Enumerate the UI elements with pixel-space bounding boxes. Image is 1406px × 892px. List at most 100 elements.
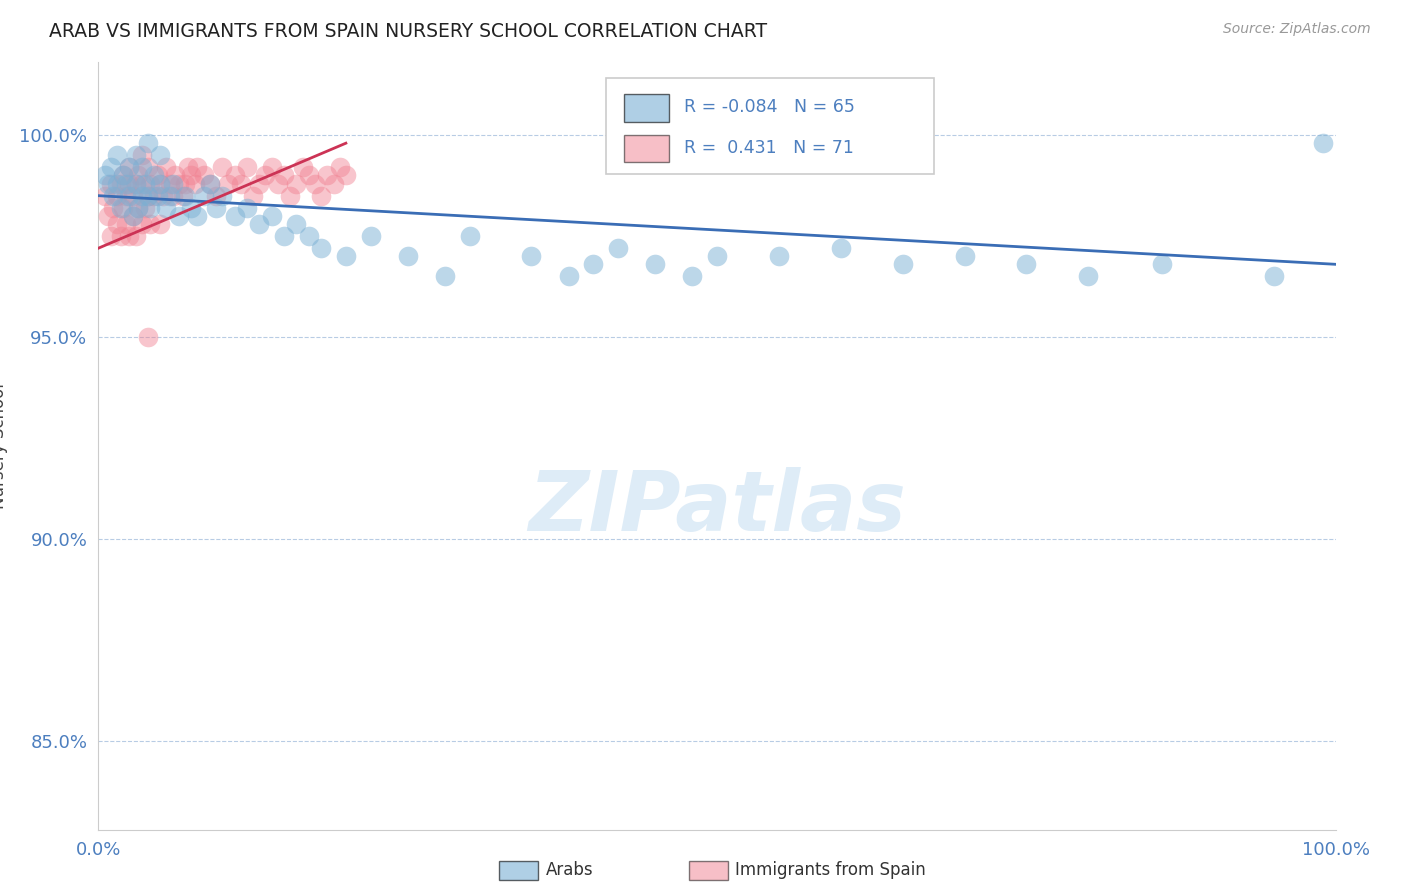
Point (122, 209, 145, 223)
Point (1263, 269, 1285, 284)
Point (118, 161, 141, 175)
Point (105, 188, 128, 202)
Point (103, 201, 125, 215)
Point (131, 148, 153, 162)
Point (93, 169, 115, 183)
Point (1015, 257, 1038, 271)
Point (149, 177, 172, 191)
Text: R = -0.084   N = 65: R = -0.084 N = 65 (683, 98, 855, 116)
Point (105, 177, 128, 191)
Point (224, 169, 246, 183)
Point (278, 188, 301, 202)
Point (681, 269, 703, 284)
Point (118, 229, 141, 244)
Point (433, 269, 456, 284)
Point (110, 229, 132, 244)
Point (134, 177, 156, 191)
Point (134, 201, 156, 215)
Point (93, 188, 115, 202)
Point (112, 169, 135, 183)
Point (180, 201, 202, 215)
Point (149, 148, 172, 162)
Point (118, 161, 141, 175)
Point (100, 161, 122, 175)
Point (131, 161, 153, 175)
Point (285, 177, 308, 191)
Point (124, 177, 146, 191)
Point (458, 229, 481, 244)
Point (124, 177, 146, 191)
Point (335, 169, 357, 183)
Point (139, 201, 162, 215)
Point (211, 188, 233, 202)
Text: ZIPatlas: ZIPatlas (529, 467, 905, 548)
Point (167, 177, 190, 191)
Point (273, 169, 295, 183)
Point (105, 217, 128, 231)
Point (100, 229, 122, 244)
Point (1152, 257, 1174, 271)
Point (136, 136, 159, 151)
Point (112, 169, 135, 183)
Point (247, 177, 270, 191)
Point (224, 209, 246, 223)
Point (316, 169, 339, 183)
Point (309, 188, 332, 202)
Point (146, 188, 169, 202)
FancyBboxPatch shape (624, 94, 669, 121)
Point (162, 188, 184, 202)
Point (247, 217, 270, 231)
Point (114, 177, 136, 191)
Point (155, 201, 177, 215)
Point (149, 217, 172, 231)
Point (198, 177, 221, 191)
Point (174, 177, 197, 191)
Point (112, 201, 135, 215)
Point (127, 201, 149, 215)
Point (236, 161, 259, 175)
Point (236, 201, 259, 215)
Point (198, 177, 221, 191)
Point (607, 241, 630, 255)
Point (242, 188, 264, 202)
Point (557, 269, 579, 284)
Point (582, 257, 605, 271)
Point (298, 229, 321, 244)
Text: Arabs: Arabs (546, 861, 593, 879)
Point (124, 148, 146, 162)
Point (1077, 269, 1099, 284)
Point (186, 161, 208, 175)
Point (127, 169, 149, 183)
Point (118, 177, 141, 191)
Point (193, 188, 215, 202)
Point (260, 161, 283, 175)
Point (122, 188, 145, 202)
Point (184, 177, 207, 191)
Text: ARAB VS IMMIGRANTS FROM SPAIN NURSERY SCHOOL CORRELATION CHART: ARAB VS IMMIGRANTS FROM SPAIN NURSERY SC… (49, 22, 768, 41)
Y-axis label: Nursery School: Nursery School (0, 383, 8, 509)
Point (136, 188, 159, 202)
Point (174, 188, 197, 202)
Point (118, 188, 141, 202)
Point (143, 169, 166, 183)
Point (146, 169, 169, 183)
Point (186, 209, 208, 223)
Point (254, 169, 277, 183)
Text: Immigrants from Spain: Immigrants from Spain (735, 861, 927, 879)
Point (139, 177, 162, 191)
Point (1312, 136, 1334, 151)
Point (124, 229, 146, 244)
FancyBboxPatch shape (624, 135, 669, 162)
Point (768, 249, 790, 263)
Point (396, 249, 419, 263)
Text: Source: ZipAtlas.com: Source: ZipAtlas.com (1223, 22, 1371, 37)
FancyBboxPatch shape (606, 78, 934, 174)
Point (155, 161, 177, 175)
Point (131, 217, 153, 231)
Point (329, 161, 352, 175)
Point (167, 209, 190, 223)
Point (136, 161, 159, 175)
Point (706, 249, 728, 263)
Point (97, 209, 120, 223)
Point (267, 177, 290, 191)
